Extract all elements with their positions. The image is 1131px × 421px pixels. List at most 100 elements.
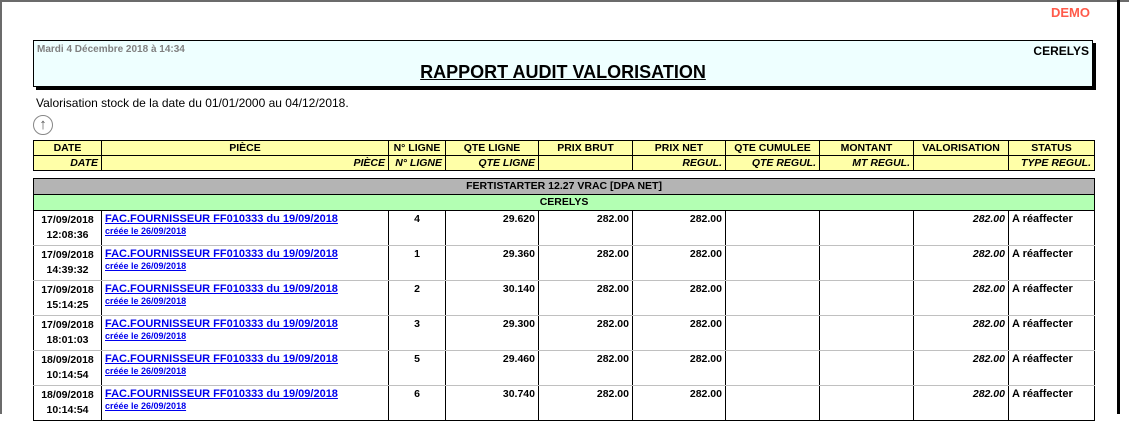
ligne-cell: 4 [388, 210, 446, 246]
qte-cumulee-cell [725, 280, 820, 316]
row-time: 18:01:03 [46, 334, 89, 346]
row-date: 17/09/2018 [41, 319, 94, 331]
row-time: 10:14:54 [46, 404, 89, 416]
row-time: 14:39:32 [46, 264, 89, 276]
piece-cell: FAC.FOURNISSEUR FF010333 du 19/09/2018 cr… [101, 210, 389, 246]
ligne-cell: 3 [388, 315, 446, 351]
row-date: 17/09/2018 [41, 249, 94, 261]
report-header: Mardi 4 Décembre 2018 à 14:34 CERELYS RA… [33, 40, 1093, 87]
site-group-row: CERELYS [32, 194, 1096, 211]
report-date: Mardi 4 Décembre 2018 à 14:34 [37, 44, 185, 55]
created-link[interactable]: créée le 26/09/2018 [105, 296, 187, 306]
table-row: 18/09/2018 10:14:54 FAC.FOURNISSEUR FF0103… [33, 385, 1096, 421]
montant-cell [819, 280, 914, 316]
created-link[interactable]: créée le 26/09/2018 [105, 226, 187, 236]
prix-brut-cell: 282.00 [538, 245, 633, 281]
qte-cumulee-cell [725, 245, 820, 281]
ligne-cell: 2 [388, 280, 446, 316]
prix-net-cell: 282.00 [632, 350, 726, 386]
qte-cell: 29.620 [445, 210, 539, 246]
piece-link[interactable]: FAC.FOURNISSEUR FF010333 du 19/09/2018 [105, 248, 338, 260]
ligne-cell: 6 [388, 385, 446, 421]
date-cell: 17/09/2018 12:08:36 [33, 210, 102, 246]
column-subheader: DATE [33, 155, 102, 171]
column-header: VALORISATION [913, 140, 1009, 156]
status-cell: A réaffecter [1007, 315, 1096, 351]
column-headers: DATE PIÈCE N° LIGNE QTE LIGNE PRIX BRUT PRIX … [33, 140, 1095, 171]
montant-cell [819, 210, 914, 246]
piece-link[interactable]: FAC.FOURNISSEUR FF010333 du 19/09/2018 [105, 353, 338, 365]
report-subtitle: Valorisation stock de la date du 01/01/2… [36, 96, 349, 110]
row-date: 17/09/2018 [41, 284, 94, 296]
table-row: 17/09/2018 15:14:25 FAC.FOURNISSEUR FF0103… [33, 280, 1096, 316]
table-row: 18/09/2018 10:14:54 FAC.FOURNISSEUR FF0103… [33, 350, 1096, 386]
column-subheader: TYPE REGUL. [1008, 155, 1095, 171]
created-link[interactable]: créée le 26/09/2018 [105, 331, 187, 341]
column-header: QTE LIGNE [445, 140, 539, 156]
column-header: PIÈCE [101, 140, 389, 156]
status-cell: A réaffecter [1007, 280, 1096, 316]
prix-net-cell: 282.00 [632, 280, 726, 316]
date-cell: 18/09/2018 10:14:54 [33, 350, 102, 386]
piece-link[interactable]: FAC.FOURNISSEUR FF010333 du 19/09/2018 [105, 283, 338, 295]
valorisation-cell: 282.00 [913, 385, 1009, 421]
data-table: FERTISTARTER 12.27 VRAC [DPA NET] CERELY… [32, 178, 1096, 421]
qte-cumulee-cell [725, 315, 820, 351]
montant-cell [819, 245, 914, 281]
prix-brut-cell: 282.00 [538, 210, 633, 246]
qte-cumulee-cell [725, 210, 820, 246]
date-cell: 17/09/2018 15:14:25 [33, 280, 102, 316]
column-subheader: QTE LIGNE [445, 155, 539, 171]
prix-net-cell: 282.00 [632, 315, 726, 351]
column-header: PRIX NET [632, 140, 726, 156]
product-group-row: FERTISTARTER 12.27 VRAC [DPA NET] [32, 178, 1096, 195]
status-cell: A réaffecter [1007, 350, 1096, 386]
column-subheader [913, 155, 1009, 171]
created-link[interactable]: créée le 26/09/2018 [105, 261, 187, 271]
window-edge [1117, 0, 1120, 414]
qte-cell: 29.300 [445, 315, 539, 351]
column-subheader: PIÈCE [101, 155, 389, 171]
montant-cell [819, 315, 914, 351]
valorisation-cell: 282.00 [913, 280, 1009, 316]
column-subheader: N° LIGNE [388, 155, 446, 171]
column-header: QTE CUMULEE [725, 140, 820, 156]
prix-brut-cell: 282.00 [538, 385, 633, 421]
row-date: 17/09/2018 [41, 214, 94, 226]
prix-brut-cell: 282.00 [538, 315, 633, 351]
piece-cell: FAC.FOURNISSEUR FF010333 du 19/09/2018 cr… [101, 385, 389, 421]
created-link[interactable]: créée le 26/09/2018 [105, 366, 187, 376]
column-header: N° LIGNE [388, 140, 446, 156]
arrow-up-circle-icon[interactable]: ↑ [33, 115, 53, 135]
status-cell: A réaffecter [1007, 245, 1096, 281]
created-link[interactable]: créée le 26/09/2018 [105, 401, 187, 411]
column-subheader: QTE REGUL. [725, 155, 820, 171]
ligne-cell: 5 [388, 350, 446, 386]
valorisation-cell: 282.00 [913, 245, 1009, 281]
valorisation-cell: 282.00 [913, 210, 1009, 246]
qte-cell: 30.140 [445, 280, 539, 316]
column-subheader: REGUL. [632, 155, 726, 171]
date-cell: 17/09/2018 14:39:32 [33, 245, 102, 281]
piece-link[interactable]: FAC.FOURNISSEUR FF010333 du 19/09/2018 [105, 213, 338, 225]
piece-link[interactable]: FAC.FOURNISSEUR FF010333 du 19/09/2018 [105, 388, 338, 400]
qte-cumulee-cell [725, 385, 820, 421]
column-header: STATUS [1008, 140, 1095, 156]
valorisation-cell: 282.00 [913, 350, 1009, 386]
qte-cell: 30.740 [445, 385, 539, 421]
status-cell: A réaffecter [1007, 210, 1096, 246]
prix-net-cell: 282.00 [632, 385, 726, 421]
piece-cell: FAC.FOURNISSEUR FF010333 du 19/09/2018 cr… [101, 245, 389, 281]
piece-cell: FAC.FOURNISSEUR FF010333 du 19/09/2018 cr… [101, 315, 389, 351]
prix-net-cell: 282.00 [632, 210, 726, 246]
row-time: 10:14:54 [46, 369, 89, 381]
column-subheader [538, 155, 633, 171]
qte-cell: 29.460 [445, 350, 539, 386]
table-row: 17/09/2018 14:39:32 FAC.FOURNISSEUR FF0103… [33, 245, 1096, 281]
montant-cell [819, 350, 914, 386]
piece-cell: FAC.FOURNISSEUR FF010333 du 19/09/2018 cr… [101, 350, 389, 386]
table-row: 17/09/2018 18:01:03 FAC.FOURNISSEUR FF0103… [33, 315, 1096, 351]
piece-link[interactable]: FAC.FOURNISSEUR FF010333 du 19/09/2018 [105, 318, 338, 330]
row-date: 18/09/2018 [41, 354, 94, 366]
piece-cell: FAC.FOURNISSEUR FF010333 du 19/09/2018 cr… [101, 280, 389, 316]
